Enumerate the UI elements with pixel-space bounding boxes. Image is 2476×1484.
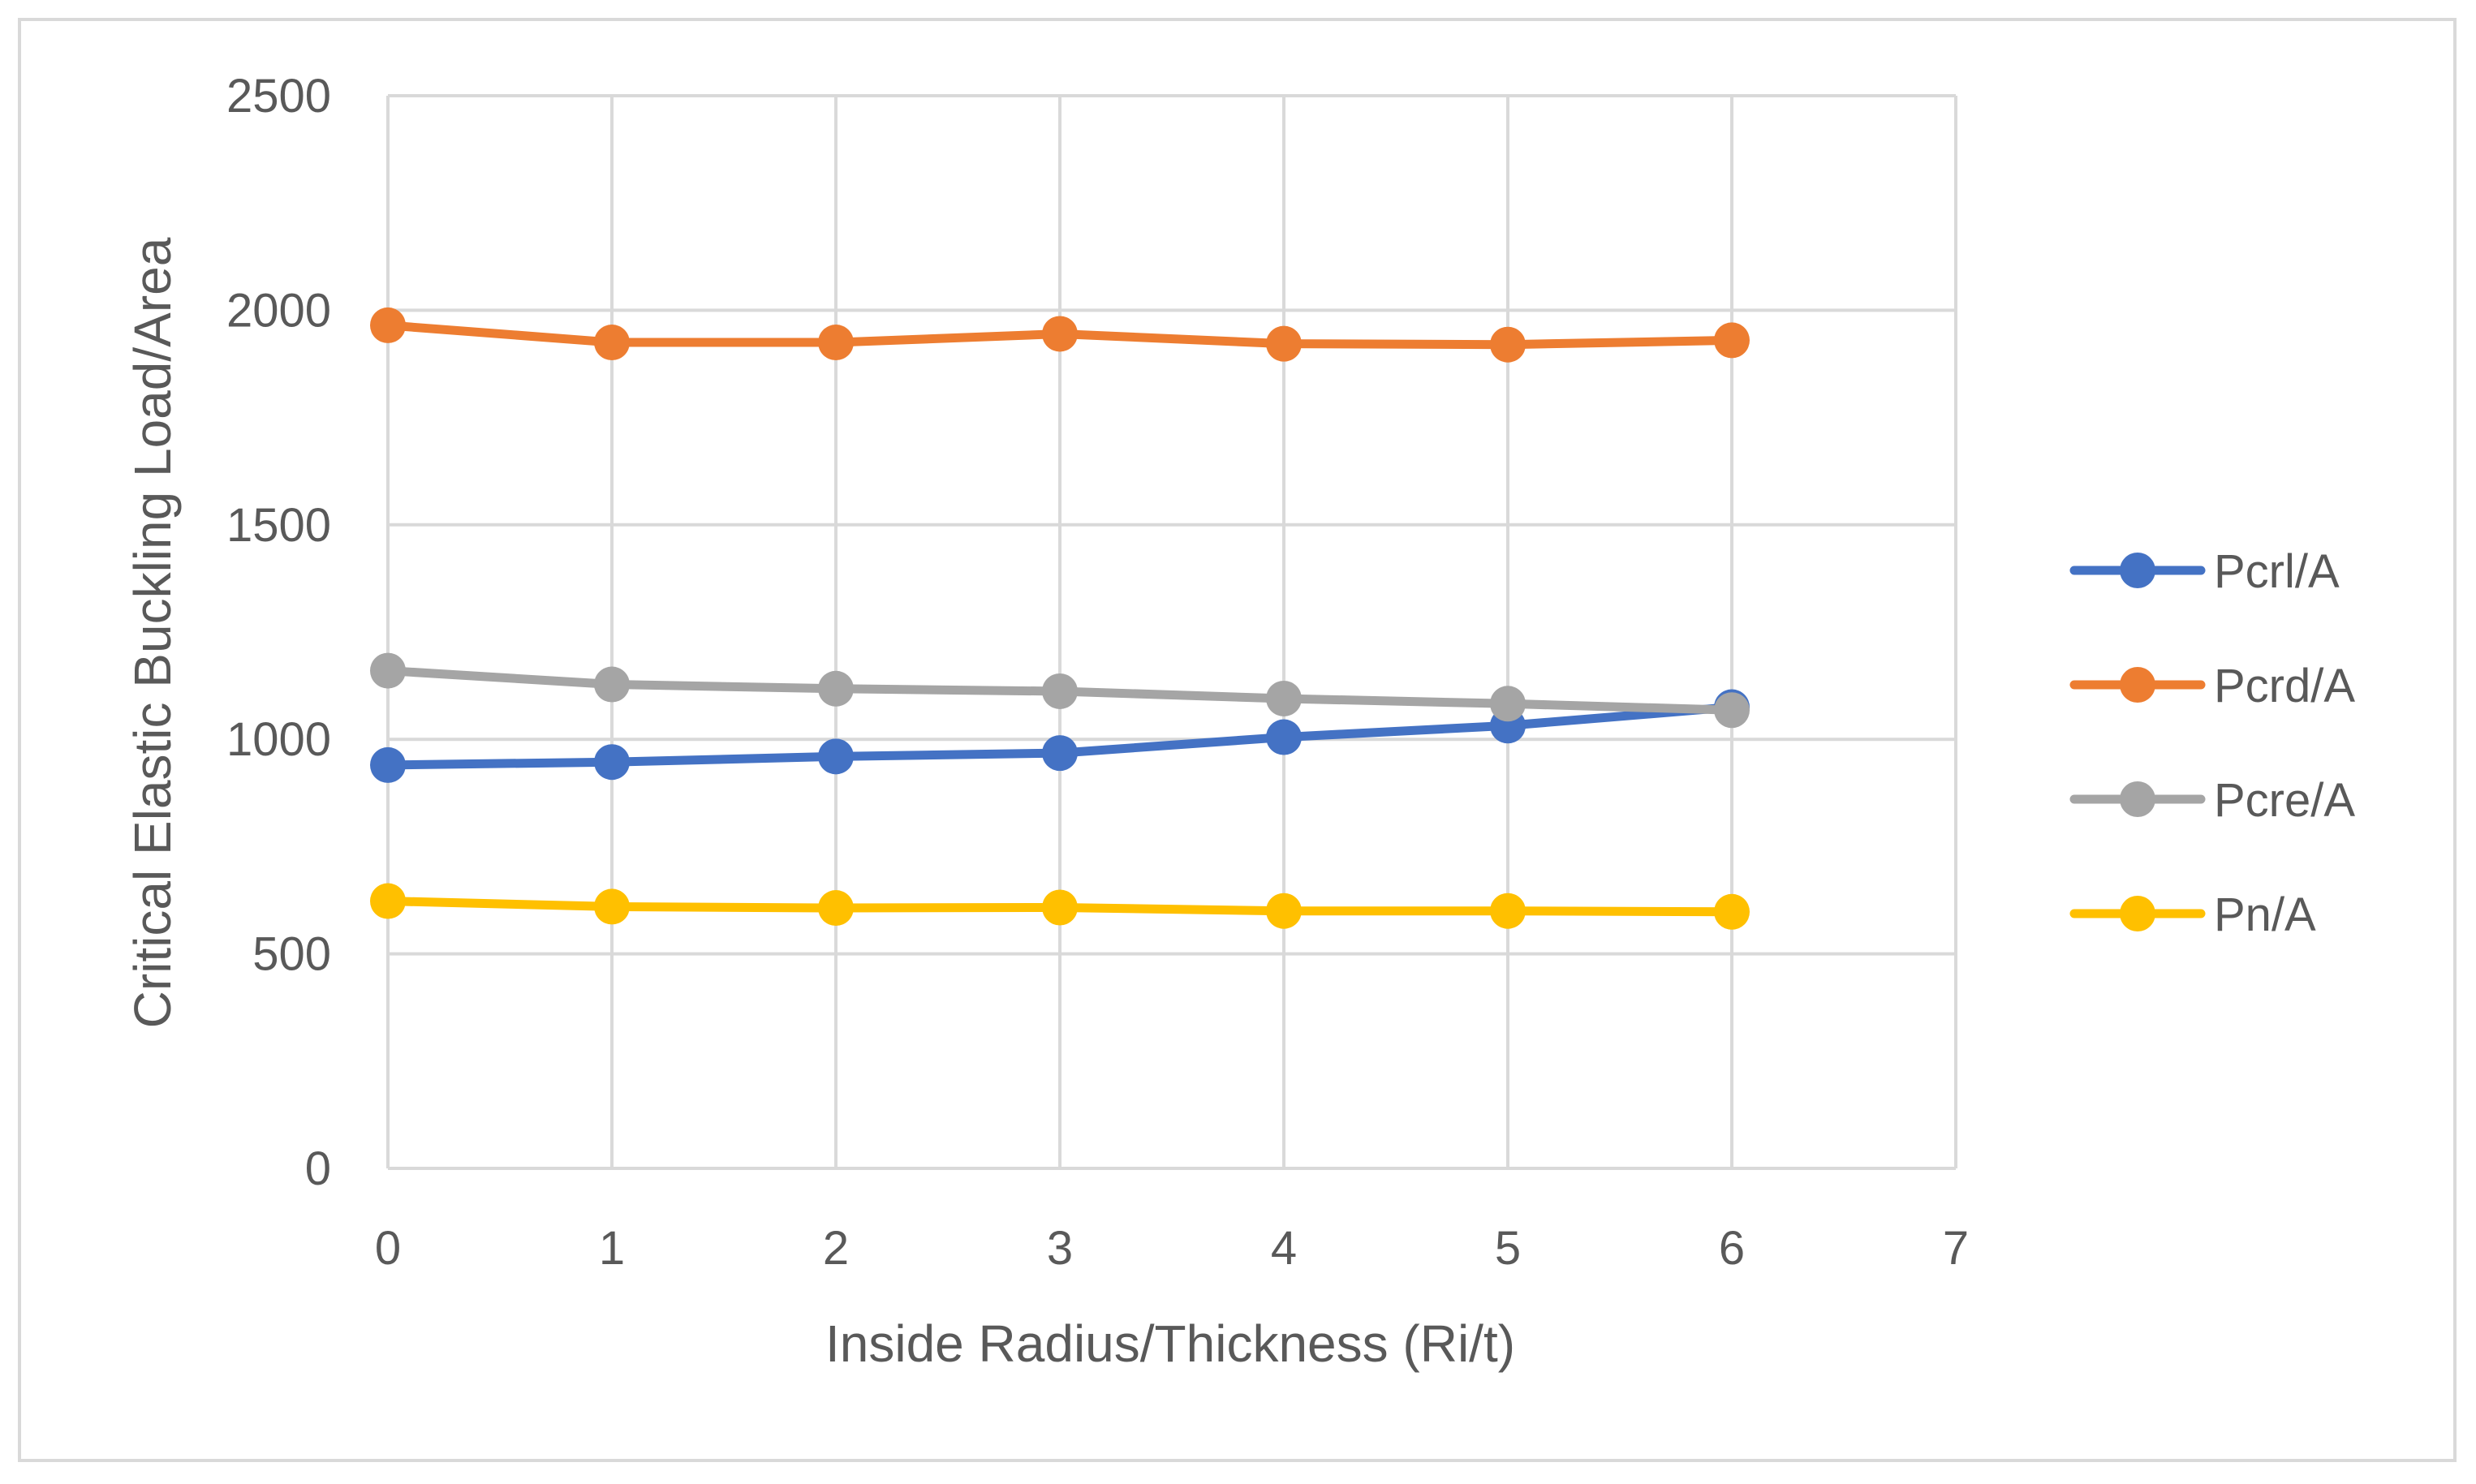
data-point bbox=[1266, 893, 1302, 929]
legend-marker bbox=[2120, 896, 2155, 931]
data-point bbox=[1714, 322, 1750, 359]
legend-label: Pn/A bbox=[2214, 888, 2316, 941]
legend-marker bbox=[2120, 781, 2155, 817]
data-point bbox=[1714, 893, 1750, 930]
data-point bbox=[594, 666, 630, 703]
data-point bbox=[370, 746, 406, 783]
data-point bbox=[1042, 673, 1078, 709]
x-axis-title: Inside Radius/Thickness (Ri/t) bbox=[825, 1314, 1515, 1373]
legend-label: Pcrd/A bbox=[2214, 660, 2355, 712]
x-tick-label: 7 bbox=[1943, 1222, 1969, 1275]
data-point bbox=[1042, 735, 1078, 772]
series-layer bbox=[370, 307, 1750, 930]
data-point bbox=[1266, 680, 1302, 716]
data-point bbox=[370, 307, 406, 343]
data-point bbox=[1266, 719, 1302, 755]
data-point bbox=[1490, 893, 1526, 929]
data-point bbox=[594, 325, 630, 361]
data-point bbox=[1266, 325, 1302, 362]
axes-layer: 0 500 1000 1500 2000 2500 0 1 2 3 4 5 6 7 bbox=[226, 70, 1969, 1275]
grid-layer bbox=[386, 94, 1957, 1170]
data-point bbox=[370, 652, 406, 689]
legend-marker bbox=[2120, 553, 2155, 588]
y-axis-title: Critical Elastic Buckling Load/Area bbox=[123, 237, 182, 1028]
data-point bbox=[1042, 316, 1078, 352]
data-point bbox=[594, 744, 630, 781]
data-point bbox=[818, 670, 854, 707]
x-tick-label: 3 bbox=[1047, 1222, 1073, 1275]
legend-label: Pcrl/A bbox=[2214, 545, 2340, 598]
y-tick-label: 500 bbox=[252, 928, 331, 981]
y-tick-label: 1500 bbox=[226, 499, 331, 552]
data-point bbox=[818, 325, 854, 361]
y-tick-label: 2500 bbox=[226, 70, 331, 123]
data-point bbox=[1042, 889, 1078, 926]
data-point bbox=[818, 738, 854, 775]
data-point bbox=[370, 883, 406, 919]
x-tick-label: 6 bbox=[1719, 1222, 1745, 1275]
data-point bbox=[594, 888, 630, 925]
data-point bbox=[1490, 326, 1526, 363]
x-tick-label: 4 bbox=[1271, 1222, 1297, 1275]
y-tick-label: 0 bbox=[305, 1142, 331, 1195]
legend-marker bbox=[2120, 667, 2155, 703]
data-point bbox=[818, 890, 854, 927]
y-tick-label: 2000 bbox=[226, 284, 331, 337]
legend: Pcrl/A Pcrd/A Pcre/A Pn/A bbox=[2069, 545, 2355, 941]
x-tick-label: 0 bbox=[375, 1222, 401, 1275]
x-tick-label: 2 bbox=[823, 1222, 849, 1275]
y-tick-label: 1000 bbox=[226, 713, 331, 766]
data-point bbox=[1714, 692, 1750, 729]
x-tick-label: 1 bbox=[599, 1222, 625, 1275]
data-point bbox=[1490, 686, 1526, 722]
legend-label: Pcre/A bbox=[2214, 774, 2355, 827]
x-tick-label: 5 bbox=[1495, 1222, 1521, 1275]
